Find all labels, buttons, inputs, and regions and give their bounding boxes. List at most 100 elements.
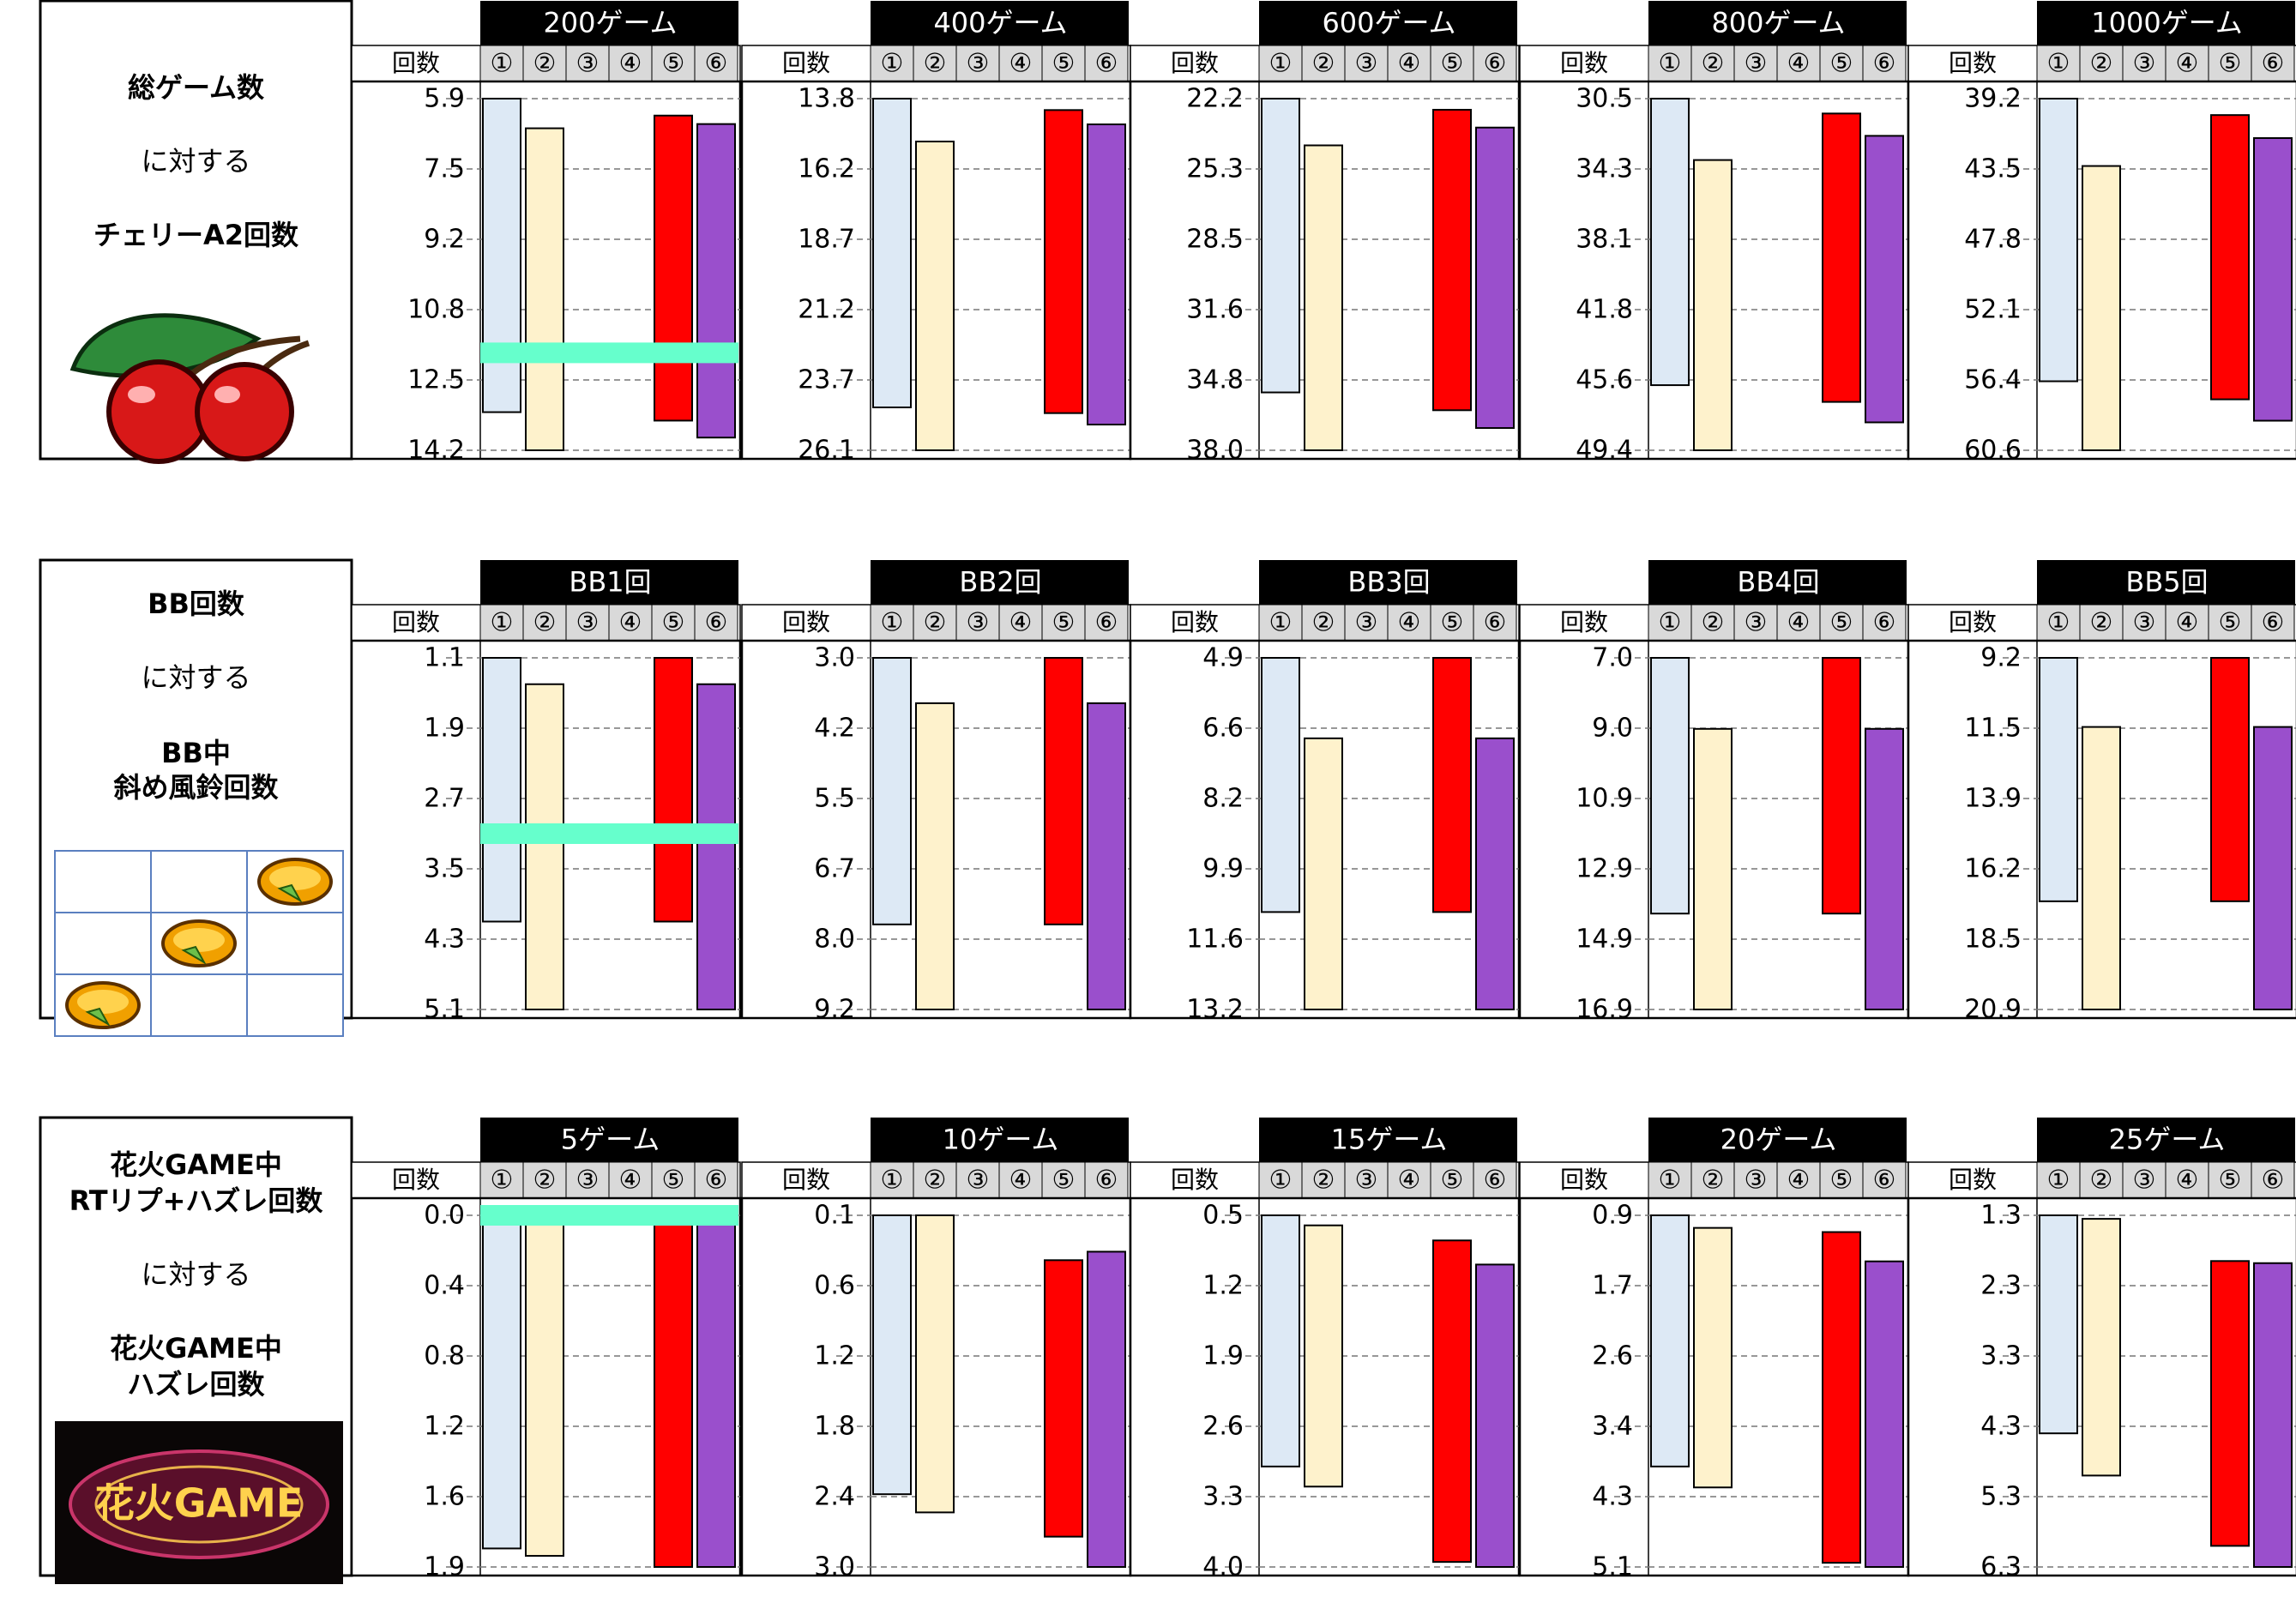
row-label-line: に対する [141,661,250,694]
setting-column-label: ⑥ [1095,49,1118,79]
setting-header-cell [1387,604,1431,642]
current-value-marker [480,823,738,844]
tick-label: 7.5 [424,154,465,184]
setting-header-cell [955,45,1000,82]
setting-header-cell [565,1161,610,1199]
setting-header-cell [2036,1161,2081,1199]
cherry-fruit [106,359,211,464]
setting-header-cell [565,604,610,642]
tick-label: 4.3 [424,925,465,955]
tick-label: 4.3 [1592,1482,1633,1512]
setting-header-cell [651,45,696,82]
row-label-line: BB中 [161,737,231,769]
setting-header-cell [1819,1161,1864,1199]
bar-setting-6 [2253,1262,2293,1568]
tick-label: 20.9 [1964,995,2022,1025]
count-column-header: 回数 [1171,608,1219,636]
panel-header [871,1118,1129,1162]
panel-header [2037,560,2295,605]
tick-label: 4.2 [814,714,855,744]
setting-column-label: ① [881,608,904,638]
bar-setting-6 [2253,136,2293,422]
logo-text: 花火GAME [95,1480,304,1527]
tick-label: 38.1 [1576,225,1633,255]
setting-column-label: ④ [2176,608,2199,638]
bell-icon-leaf [277,883,303,903]
tick-label: 34.3 [1576,154,1633,184]
setting-header-cell [1733,604,1778,642]
setting-column-label: ⑤ [1441,49,1464,79]
setting-column-label: ② [1702,49,1725,79]
bar-setting-1 [872,1214,912,1496]
setting-column-label: ⑥ [1873,1166,1896,1196]
setting-column-label: ⑥ [1095,608,1118,638]
setting-column-label: ④ [1009,608,1033,638]
tick-label: 3.5 [424,854,465,884]
setting-column-label: ② [1312,1166,1335,1196]
tick-label: 52.1 [1964,295,2022,325]
setting-column-label: ② [533,608,557,638]
tick-label: 38.0 [1186,436,1244,466]
bar-setting-1 [482,98,521,413]
tick-label: 12.9 [1576,854,1633,884]
panel-header [2037,1,2295,45]
setting-header-cell [1648,1161,1692,1199]
setting-column-label: ③ [576,1166,600,1196]
setting-header-cell [2036,45,2081,82]
bar-setting-2 [2082,1218,2121,1477]
tick-label: 41.8 [1576,295,1633,325]
tick-label: 1.2 [1202,1271,1244,1301]
setting-column-label: ① [1269,1166,1293,1196]
setting-column-label: ⑥ [1484,1166,1507,1196]
bar-setting-2 [2082,165,2121,452]
setting-column-label: ④ [1787,49,1811,79]
panel-header [1259,560,1517,605]
setting-column-label: ⑤ [662,1166,685,1196]
row-label-line: ハズレ回数 [127,1368,265,1401]
setting-column-label: ② [2090,1166,2113,1196]
panel-header [871,560,1129,605]
setting-header-cell [913,1161,957,1199]
panel-header [1648,1118,1907,1162]
setting-column-label: ② [924,608,947,638]
panel-header [480,1,738,45]
setting-header-cell [608,604,653,642]
tick-label: 45.6 [1576,365,1633,395]
bar-setting-1 [872,657,912,925]
setting-column-label: ⑤ [662,608,685,638]
tick-label: 13.2 [1186,995,1244,1025]
bar-setting-1 [872,98,912,408]
setting-column-label: ④ [1009,49,1033,79]
cherry-fruit [195,362,294,461]
panel-title: BB5回 [2125,566,2208,599]
setting-column-label: ④ [1398,49,1421,79]
tick-label: 1.2 [424,1412,465,1442]
bar-setting-5 [654,114,693,422]
tick-label: 5.1 [1592,1552,1633,1582]
setting-header-cell [2079,1161,2124,1199]
tick-label: 6.3 [1980,1552,2022,1582]
grid-cell [54,912,152,975]
hanabi-game-logo: 花火GAME [55,1421,343,1584]
setting-header-cell [2208,604,2252,642]
bell-icon-highlight [173,928,225,952]
bar-setting-5 [654,657,693,923]
setting-column-label: ① [881,1166,904,1196]
bar-setting-2 [1304,1224,1343,1488]
count-column-header: 回数 [1949,49,1997,77]
tick-label: 3.3 [1980,1341,2022,1371]
setting-header-cell [1862,604,1907,642]
setting-column-label: ③ [1745,49,1768,79]
tick-label: 9.2 [1980,643,2022,673]
setting-column-label: ③ [967,608,990,638]
count-column-header: 回数 [1171,49,1219,77]
setting-header-cell [1776,604,1821,642]
bar-setting-5 [2210,657,2250,902]
count-column-header: 回数 [782,608,830,636]
